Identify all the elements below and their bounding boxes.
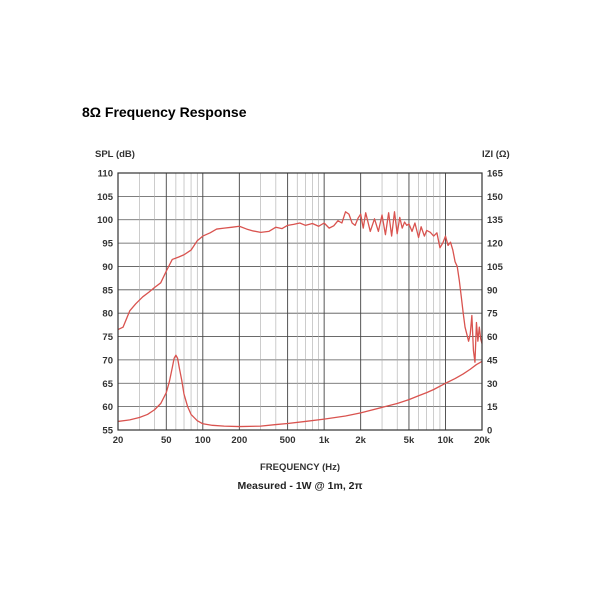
left-y-tick-label: 60 [102,402,113,413]
left-y-tick-label: 90 [102,262,113,273]
series-layer [117,211,483,428]
left-y-tick-label: 70 [102,355,113,366]
right-y-tick-label: 30 [487,379,498,390]
plot-frame [117,172,483,431]
left-y-tick-label: 65 [102,379,113,390]
x-tick-label: 20 [113,435,124,446]
impedance-curve [117,354,483,428]
x-tick-label: 10k [438,435,455,446]
tick-labels: 20 50 100 200 500 1k 2k 5k 10k 20k 110 105 100 95 90 85… [97,169,503,447]
left-y-tick-label: 100 [97,215,113,226]
x-tick-label: 100 [195,435,211,446]
left-y-tick-label: 85 [102,285,113,296]
left-axis-label: SPL (dB) [95,149,135,160]
x-tick-label: 200 [231,435,247,446]
x-tick-label: 20k [474,435,491,446]
right-y-tick-label: 45 [487,355,498,366]
x-tick-label: 50 [161,435,172,446]
page-title: 8Ω Frequency Response [82,104,247,120]
right-y-tick-label: 150 [487,192,503,203]
right-y-tick-label: 105 [487,262,504,273]
left-y-tick-label: 55 [102,426,113,437]
right-y-tick-label: 15 [487,402,498,413]
right-y-tick-label: 60 [487,332,498,343]
x-tick-label: 1k [319,435,330,446]
right-y-tick-label: 0 [487,426,492,437]
chart-grid [117,172,483,431]
left-y-tick-label: 110 [98,169,113,180]
x-tick-label: 2k [355,435,366,446]
x-tick-label: 5k [404,435,415,446]
spl-curve [117,211,483,363]
right-axis-label: IZI (Ω) [482,149,510,160]
x-tick-label: 500 [280,435,296,446]
left-y-tick-label: 80 [102,309,113,320]
right-y-tick-label: 135 [487,215,504,226]
x-axis-label: FREQUENCY (Hz) [260,462,340,473]
left-y-tick-label: 95 [102,239,113,250]
left-y-tick-label: 105 [97,192,114,203]
right-y-tick-label: 75 [487,309,498,320]
right-y-tick-label: 90 [487,285,498,296]
right-y-tick-label: 165 [487,169,504,180]
measurement-caption: Measured - 1W @ 1m, 2π [237,480,362,492]
right-y-tick-label: 120 [487,239,503,250]
left-y-tick-label: 75 [102,332,113,343]
